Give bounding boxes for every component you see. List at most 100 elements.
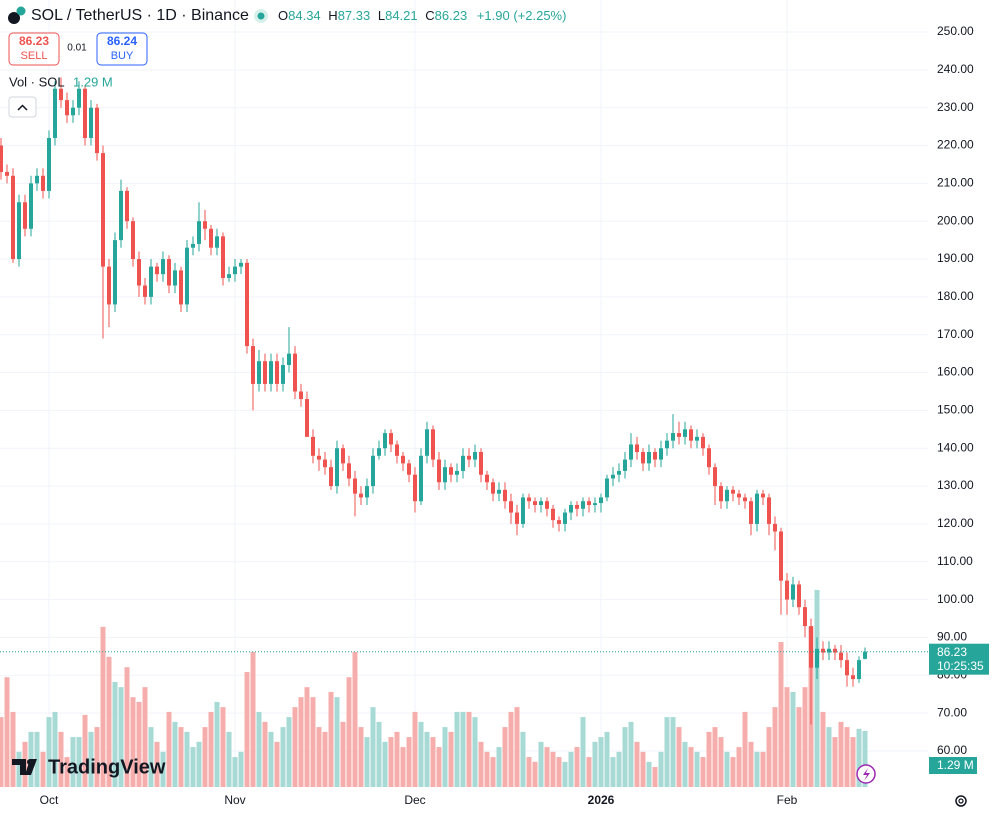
candle-body <box>203 221 207 229</box>
y-tick-label: 200.00 <box>937 213 974 227</box>
candle-body <box>611 474 615 479</box>
candle-body <box>503 489 507 502</box>
volume-bar <box>214 701 220 787</box>
candle-body <box>857 660 861 680</box>
volume-bar <box>784 687 790 787</box>
volume-bar <box>418 721 424 787</box>
volume-bar <box>58 731 64 787</box>
candle-body <box>815 648 819 668</box>
volume-bar <box>544 747 550 787</box>
o-value: 84.34 <box>288 8 321 23</box>
candle-body <box>509 501 513 513</box>
candle-body <box>185 247 189 305</box>
volume-bar <box>670 717 676 787</box>
volume-bar <box>586 757 592 787</box>
volume-bar <box>472 717 478 787</box>
candle-body <box>35 175 39 184</box>
settings-button[interactable] <box>955 795 967 807</box>
candle-body <box>623 459 627 471</box>
volume-bar <box>832 737 838 787</box>
sell-label: SELL <box>21 50 48 62</box>
volume-bar <box>352 651 358 787</box>
volume-bar <box>340 721 346 787</box>
y-tick-label: 130.00 <box>937 478 974 492</box>
candle-body <box>863 651 867 659</box>
volume-bar <box>706 731 712 787</box>
volume-bar <box>262 721 268 787</box>
candle-body <box>245 262 249 347</box>
volume-legend: Vol · SOL <box>9 74 65 89</box>
volume-bar <box>844 727 850 787</box>
volume-bar <box>310 697 316 787</box>
collapse-button[interactable] <box>8 96 37 118</box>
volume-bar <box>88 731 94 787</box>
candle-body <box>191 243 195 248</box>
candle-body <box>77 88 81 108</box>
candle-body <box>107 266 111 305</box>
candle-body <box>653 452 657 460</box>
volume-bar <box>466 711 472 787</box>
candle-body <box>341 448 345 464</box>
candle-body <box>689 429 693 441</box>
candle-body <box>0 145 3 173</box>
price-pane <box>0 77 928 725</box>
volume-bar <box>490 757 496 787</box>
candle-body <box>149 266 153 297</box>
y-tick-label: 250.00 <box>937 24 974 38</box>
candle-body <box>773 523 777 532</box>
volume-bar <box>700 757 706 787</box>
candle-body <box>299 391 303 400</box>
candle-body <box>353 478 357 494</box>
candle-body <box>131 221 135 260</box>
candle-body <box>551 508 555 521</box>
candle-body <box>215 236 219 248</box>
x-tick-label: Nov <box>224 793 245 807</box>
volume-bar <box>40 751 46 787</box>
volume-bar <box>10 711 16 787</box>
candle-body <box>755 493 759 524</box>
buy-button[interactable] <box>96 32 148 66</box>
candle-body <box>701 436 705 449</box>
volume-bar <box>154 741 160 787</box>
candle-body <box>527 497 531 502</box>
volume-bar <box>598 737 604 787</box>
candle-body <box>749 501 753 524</box>
y-tick-label: 230.00 <box>937 100 974 114</box>
candle-body <box>569 504 573 513</box>
y-tick-label: 110.00 <box>937 554 973 568</box>
candle-body <box>737 493 741 498</box>
h-label: H <box>328 8 337 23</box>
sell-button[interactable] <box>8 32 60 66</box>
candle-body <box>317 455 321 460</box>
candle-body <box>197 221 201 244</box>
volume-bar <box>478 741 484 787</box>
volume-bar <box>112 681 118 787</box>
candle-body <box>83 88 87 138</box>
candle-body <box>593 503 597 505</box>
volume-bar <box>436 747 442 787</box>
volume-bar <box>148 727 154 787</box>
candle-body <box>17 202 21 260</box>
volume-bar <box>640 751 646 787</box>
ohlc-legend: O84.34 H87.33 L84.21 C86.23 +1.90 (+2.25… <box>278 8 566 23</box>
volume-bar <box>760 751 766 787</box>
status-dot <box>257 12 265 20</box>
y-tick-label: 60.00 <box>937 743 967 757</box>
candle-body <box>731 489 735 494</box>
y-tick-label: 190.00 <box>937 251 974 265</box>
buy-price: 86.24 <box>107 34 137 48</box>
candle-body <box>575 504 579 509</box>
volume-bar <box>742 711 748 787</box>
volume-bar <box>628 721 634 787</box>
candle-body <box>227 274 231 278</box>
volume-bar <box>268 731 274 787</box>
candle-body <box>407 463 411 475</box>
candle-body <box>719 486 723 502</box>
y-tick-label: 160.00 <box>937 365 974 379</box>
candle-body <box>323 459 327 468</box>
volume-bar <box>406 737 412 787</box>
candle-body <box>533 501 537 505</box>
volume-bar <box>226 731 232 787</box>
volume-legend-value: 1.29 M <box>73 74 113 89</box>
c-value: 86.23 <box>435 8 468 23</box>
